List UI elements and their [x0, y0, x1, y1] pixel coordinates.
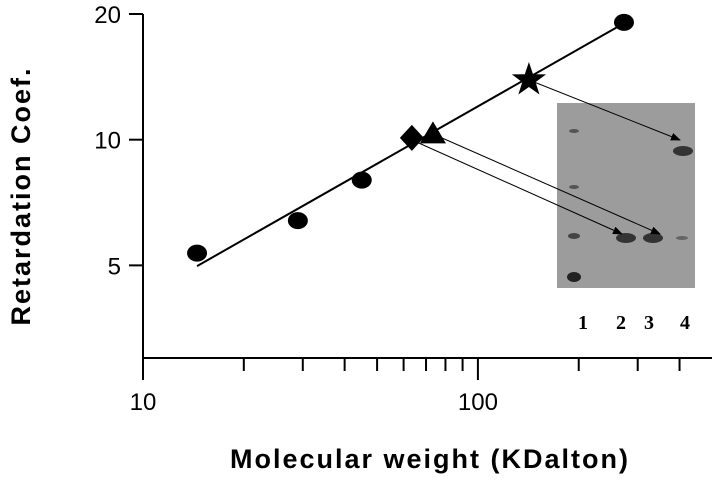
arrow: [411, 139, 623, 235]
point: [613, 13, 634, 31]
band: [567, 272, 581, 282]
band: [673, 146, 693, 156]
band: [569, 185, 579, 189]
point: [419, 121, 446, 144]
point: [351, 171, 372, 189]
point: [287, 212, 308, 230]
band: [569, 129, 579, 133]
y-axis-title: Retardation Coef.: [6, 66, 36, 325]
band: [676, 236, 688, 240]
point: [187, 244, 208, 262]
x-tick-label: 10: [130, 389, 157, 416]
x-tick-label: 100: [458, 389, 498, 416]
band: [616, 233, 636, 243]
band: [643, 233, 663, 243]
lane-label: 4: [680, 312, 690, 334]
y-tick-label: 5: [108, 253, 121, 280]
gel-inset: [411, 79, 695, 288]
y-tick-label: 20: [94, 2, 121, 29]
x-axis-title: Molecular weight (KDalton): [230, 444, 630, 474]
point: [399, 124, 424, 151]
y-tick-label: 10: [94, 128, 121, 155]
band: [568, 233, 580, 239]
arrow: [432, 133, 661, 235]
arrow: [528, 79, 681, 141]
lane-label: 1: [578, 312, 588, 334]
point: [511, 61, 547, 95]
lane-label: 3: [644, 312, 654, 334]
lane-label: 2: [616, 312, 626, 334]
